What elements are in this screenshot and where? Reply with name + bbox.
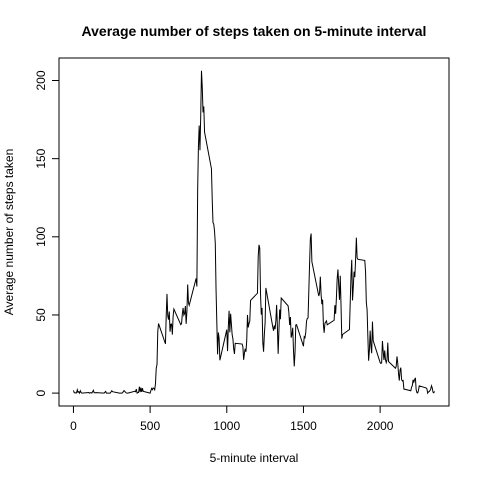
x-tick-label: 500 [140,419,160,433]
y-tick-label: 200 [34,70,48,90]
x-tick-label: 0 [70,419,77,433]
y-axis-label: Average number of steps taken [2,149,16,316]
y-tick-label: 100 [34,226,48,246]
plot-box [58,57,450,407]
x-axis-label: 5-minute interval [210,451,299,465]
x-tick-label: 1500 [290,419,317,433]
y-tick-label: 50 [34,308,48,322]
chart-title: Average number of steps taken on 5-minut… [82,23,427,39]
data-line [72,70,435,395]
x-tick-label: 1000 [213,419,240,433]
x-tick-label: 2000 [367,419,394,433]
y-tick-label: 0 [34,389,48,396]
y-tick-label: 150 [34,148,48,168]
